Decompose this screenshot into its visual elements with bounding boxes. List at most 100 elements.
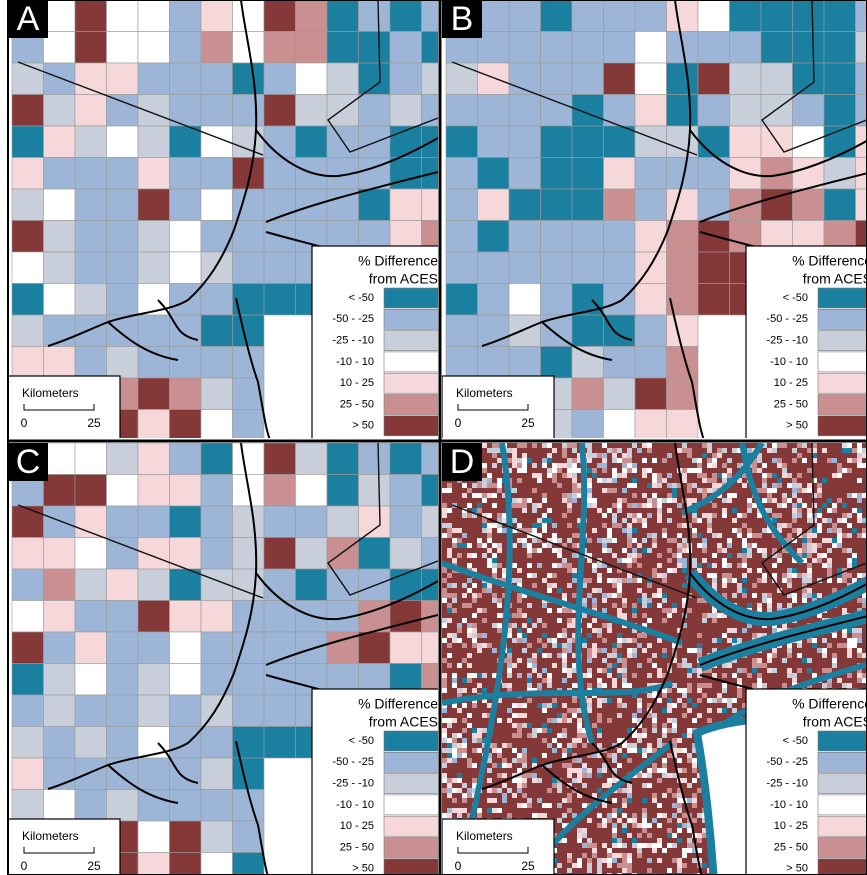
texture-cell [552,508,557,513]
texture-cell [527,648,532,653]
texture-cell [707,643,712,648]
texture-cell [772,518,777,523]
texture-cell [627,443,632,448]
texture-cell [567,623,572,628]
texture-cell [532,618,537,623]
grid-cell [390,32,422,64]
texture-cell [717,693,722,698]
texture-cell [747,583,752,588]
texture-cell [752,548,757,553]
texture-cell [632,598,637,603]
texture-cell [627,588,632,593]
texture-cell [787,483,792,488]
texture-cell [777,678,782,683]
texture-cell [487,543,492,548]
texture-cell [447,513,452,518]
texture-cell [782,668,787,673]
texture-cell [557,488,562,493]
texture-cell [657,488,662,493]
texture-cell [547,518,552,523]
texture-cell [482,493,487,498]
texture-cell [537,638,542,643]
texture-cell [827,648,832,653]
texture-cell [552,668,557,673]
texture-cell [517,548,522,553]
texture-cell [712,583,717,588]
texture-cell [817,493,822,498]
texture-cell [547,613,552,618]
texture-cell [762,448,767,453]
texture-cell [452,623,457,628]
texture-cell [827,478,832,483]
texture-cell [637,578,642,583]
grid-cell [359,569,391,601]
texture-cell [492,553,497,558]
grid-cell [12,790,44,822]
texture-cell [662,523,667,528]
texture-cell [752,543,757,548]
texture-cell [727,623,732,628]
texture-cell [632,568,637,573]
scale-tick: 0 [455,416,462,430]
texture-cell [507,643,512,648]
texture-cell [762,473,767,478]
texture-cell [717,643,722,648]
texture-cell [477,658,482,663]
texture-cell [512,598,517,603]
page: {"panels":[ {"label":"A","cells":[ [1,3,… [0,0,867,875]
texture-cell [732,553,737,558]
texture-cell [647,523,652,528]
texture-cell [637,513,642,518]
texture-cell [672,688,677,693]
grid-cell [264,569,296,601]
texture-cell [612,503,617,508]
grid-cell [667,410,699,442]
texture-cell [667,473,672,478]
texture-cell [602,663,607,668]
texture-cell [712,533,717,538]
texture-cell [792,563,797,568]
texture-cell [642,538,647,543]
texture-cell [517,458,522,463]
texture-cell [752,598,757,603]
texture-cell [522,618,527,623]
texture-cell [657,573,662,578]
texture-cell [462,513,467,518]
texture-cell [562,553,567,558]
texture-cell [837,663,842,668]
texture-cell [592,543,597,548]
texture-cell [807,453,812,458]
texture-cell [502,538,507,543]
texture-cell [792,568,797,573]
texture-cell [762,498,767,503]
texture-cell [747,548,752,553]
texture-cell [597,448,602,453]
texture-cell [522,658,527,663]
texture-cell [447,663,452,668]
texture-cell [712,453,717,458]
texture-cell [637,543,642,548]
texture-cell [812,593,817,598]
texture-cell [762,553,767,558]
texture-cell [712,508,717,513]
texture-cell [687,618,692,623]
grid-cell [75,790,107,822]
texture-cell [527,658,532,663]
texture-cell [572,563,577,568]
texture-cell [827,508,832,513]
texture-cell [702,523,707,528]
grid-cell [44,32,76,64]
texture-cell [587,513,592,518]
texture-cell [487,638,492,643]
texture-cell [837,458,842,463]
texture-cell [712,543,717,548]
texture-cell [527,543,532,548]
texture-cell [447,573,452,578]
grid-cell [264,0,296,32]
texture-cell [502,558,507,563]
texture-cell [487,653,492,658]
texture-cell [647,573,652,578]
texture-cell [492,548,497,553]
texture-cell [687,663,692,668]
texture-cell [732,468,737,473]
